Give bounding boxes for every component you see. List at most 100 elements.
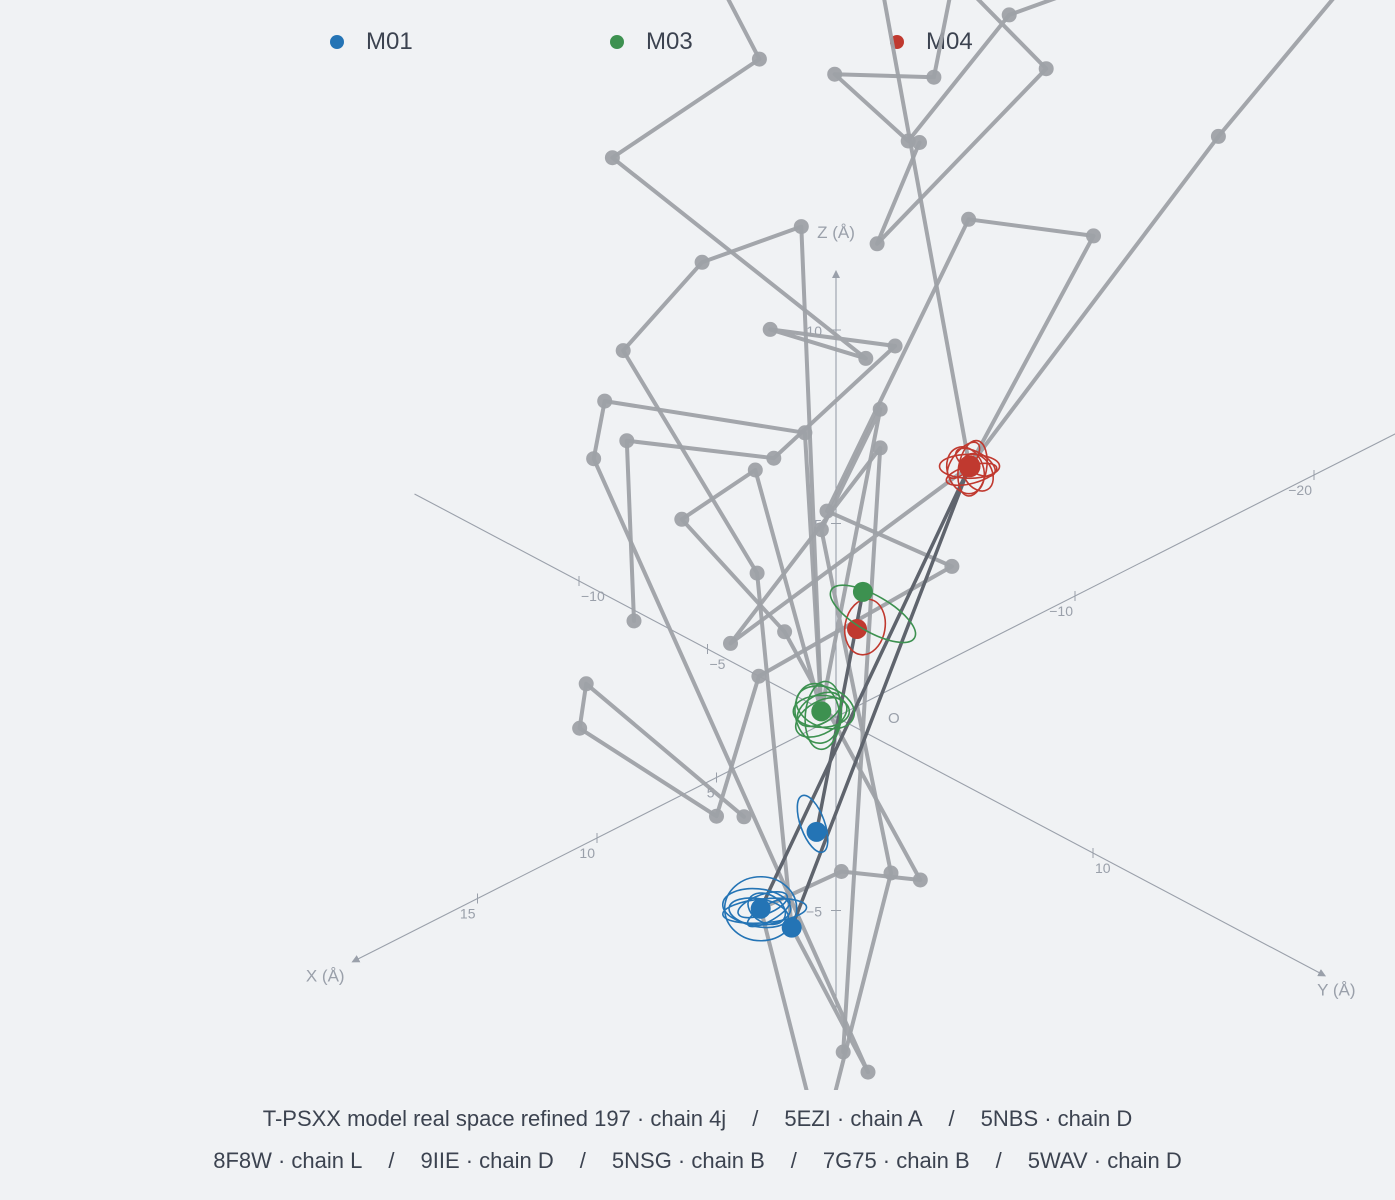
- site-atom: [750, 898, 771, 919]
- metal-sites: [721, 439, 1001, 942]
- trace-atom: [674, 511, 690, 527]
- footer-separator: /: [388, 1148, 395, 1173]
- legend-label: M03: [646, 28, 693, 55]
- trace-atom: [736, 809, 752, 825]
- footer-chain-list: T-PSXX model real space refined 197 · ch…: [0, 1098, 1395, 1182]
- orbit-ellipse: [794, 696, 848, 738]
- footer-separator: /: [948, 1106, 955, 1131]
- trace-atom: [793, 219, 809, 235]
- trace-atom: [872, 401, 888, 417]
- trace-atom: [961, 211, 977, 227]
- site-atom: [811, 701, 832, 722]
- trace-atom: [586, 451, 602, 467]
- trace-atom: [1210, 128, 1226, 144]
- trace-atom: [619, 433, 635, 449]
- footer-chain-label: 5WAV · chain D: [1027, 1148, 1182, 1173]
- x-tick-label: 15: [460, 906, 476, 922]
- x-tick-label: 10: [579, 845, 595, 861]
- trace-atom: [572, 720, 588, 736]
- orbit-ellipse: [961, 452, 995, 492]
- trace-atom: [709, 808, 724, 824]
- legend-item-m03[interactable]: M03: [610, 20, 693, 64]
- site-m01: [721, 794, 829, 942]
- trace-atom: [797, 425, 813, 441]
- trace-line: [621, 224, 824, 930]
- trace-atom: [912, 872, 928, 888]
- y-axis-line: [414, 493, 1327, 977]
- trace-1: [604, 0, 972, 629]
- footer-chain-label: 9IIE · chain D: [420, 1148, 554, 1173]
- trace-atom: [912, 135, 927, 150]
- orbit-ellipse: [795, 685, 856, 730]
- legend-item-m04[interactable]: M04: [890, 20, 973, 64]
- trace-atom: [872, 440, 888, 456]
- x-tick-label: 5: [707, 785, 715, 801]
- trace-line: [832, 0, 1335, 469]
- z-tick-label: −5: [806, 904, 822, 920]
- trace-atom: [1086, 228, 1101, 244]
- site-atom: [806, 821, 827, 842]
- footer-chain-label: 7G75 · chain B: [822, 1148, 970, 1173]
- footer-separator: /: [752, 1106, 759, 1131]
- x-axis-label: X (Å): [306, 966, 345, 985]
- footer-line-2: 8F8W · chain L / 9IIE · chain D / 5NSG · cha…: [0, 1140, 1395, 1182]
- footer-chain-label: 8F8W · chain L: [213, 1148, 363, 1173]
- trace-0: [827, 0, 1335, 469]
- orbit-ellipse: [796, 794, 829, 854]
- trace-line: [591, 399, 870, 1075]
- footer-separator: /: [579, 1148, 586, 1173]
- orbit-ellipse: [804, 680, 843, 751]
- footer-separator: /: [790, 1148, 797, 1173]
- trace-line: [758, 407, 893, 1090]
- trace-atom: [766, 450, 782, 466]
- footer-separator: /: [995, 1148, 1002, 1173]
- trace-atom: [926, 69, 942, 85]
- trace-7: [674, 462, 928, 917]
- orbit-ellipse: [721, 887, 792, 926]
- trace-atom: [777, 624, 793, 640]
- legend: M01 M03 M04: [0, 20, 1395, 64]
- legend-marker: [610, 35, 624, 49]
- trace-atom: [887, 338, 903, 354]
- trace-atom: [869, 236, 885, 252]
- trace-atom: [944, 558, 960, 574]
- trace-atom: [827, 66, 843, 82]
- bundle-line: [758, 464, 972, 911]
- orbit-ellipse: [796, 691, 843, 728]
- trace-atom: [747, 462, 763, 478]
- trace-atom: [858, 350, 874, 366]
- trace-line: [610, 0, 972, 623]
- x-tick-label: −20: [1288, 482, 1312, 498]
- trace-3: [723, 440, 972, 1060]
- site-atom: [958, 455, 981, 478]
- orbit-ellipse: [829, 584, 917, 644]
- y-tick-label: 10: [1095, 860, 1111, 876]
- footer-chain-label: 5NBS · chain D: [980, 1106, 1133, 1131]
- z-axis-label: Z (Å): [817, 223, 855, 242]
- trace-atom: [604, 150, 620, 166]
- chain-traces: [572, 0, 1335, 1090]
- legend-label: M04: [926, 28, 973, 55]
- site-m04: [843, 439, 1001, 656]
- x-tick-label: −10: [1049, 603, 1073, 619]
- trace-atom: [751, 51, 767, 67]
- trace-atom: [751, 668, 767, 684]
- site-atom: [781, 917, 802, 938]
- trace-atom: [833, 864, 849, 879]
- orbit-ellipse: [843, 598, 887, 656]
- footer-chain-label: 5NSG · chain B: [611, 1148, 765, 1173]
- trace-atom: [723, 635, 738, 651]
- trace-atom: [626, 613, 642, 629]
- trace-atom: [762, 321, 778, 337]
- trace-atom: [597, 393, 613, 409]
- site-m03: [792, 581, 917, 751]
- trace-atom: [1001, 7, 1017, 23]
- legend-item-m01[interactable]: M01: [330, 20, 413, 64]
- x-axis-line: [351, 433, 1395, 963]
- trace-atom: [694, 254, 710, 270]
- footer-chain-label: 5EZI · chain A: [784, 1106, 923, 1131]
- trace-atom: [813, 522, 829, 538]
- trace-atom: [615, 343, 631, 359]
